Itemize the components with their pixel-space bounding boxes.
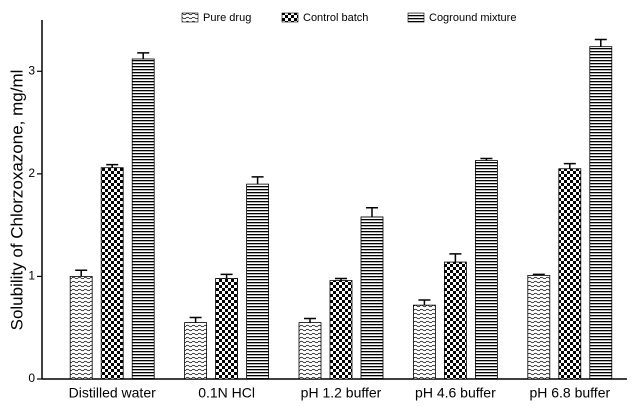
bar <box>412 304 436 380</box>
bar <box>298 322 322 380</box>
error-bar <box>106 163 119 168</box>
x-tick-label: Distilled water <box>69 385 156 401</box>
error-bar <box>480 157 493 161</box>
error-bar <box>75 269 88 277</box>
error-bar <box>251 176 264 185</box>
error-bar <box>532 273 545 276</box>
x-tick-label: pH 6.8 buffer <box>529 385 610 401</box>
y-tick-label: 2 <box>28 166 35 180</box>
legend-label: Pure drug <box>203 12 251 24</box>
bar <box>184 322 208 380</box>
error-bar <box>304 317 316 323</box>
bar <box>474 160 498 380</box>
error-bar <box>594 38 607 47</box>
error-bar <box>366 206 378 217</box>
error-bar <box>189 316 202 323</box>
x-tick-label: pH 4.6 buffer <box>415 385 496 401</box>
legend-swatch <box>181 12 199 23</box>
bar <box>100 167 124 380</box>
x-tick-label: 0.1N HCl <box>198 385 255 401</box>
y-tick-label: 0 <box>28 371 35 385</box>
bar <box>443 261 467 380</box>
bar <box>69 276 93 380</box>
bar <box>329 280 353 380</box>
bar <box>527 275 551 380</box>
bar <box>215 278 239 380</box>
legend-label: Coground mixture <box>429 12 516 24</box>
legend-swatch <box>407 12 425 23</box>
error-bar <box>418 299 431 306</box>
legend-label: Control batch <box>303 12 368 24</box>
bar <box>589 46 613 380</box>
legend-swatch <box>281 12 299 23</box>
bar <box>246 183 270 380</box>
error-bar <box>137 52 150 59</box>
y-tick-label: 3 <box>28 63 35 77</box>
error-bar <box>220 273 233 279</box>
bar <box>131 58 155 380</box>
y-tick-label: 1 <box>28 269 35 283</box>
error-bar <box>563 162 576 169</box>
error-bar <box>335 277 347 281</box>
bar <box>360 216 384 380</box>
y-axis-label: Solubility of Chlorzoxazone, mg/ml <box>7 70 26 331</box>
x-tick-label: pH 1.2 buffer <box>301 385 382 401</box>
bar <box>558 168 582 380</box>
error-bar <box>449 253 462 263</box>
